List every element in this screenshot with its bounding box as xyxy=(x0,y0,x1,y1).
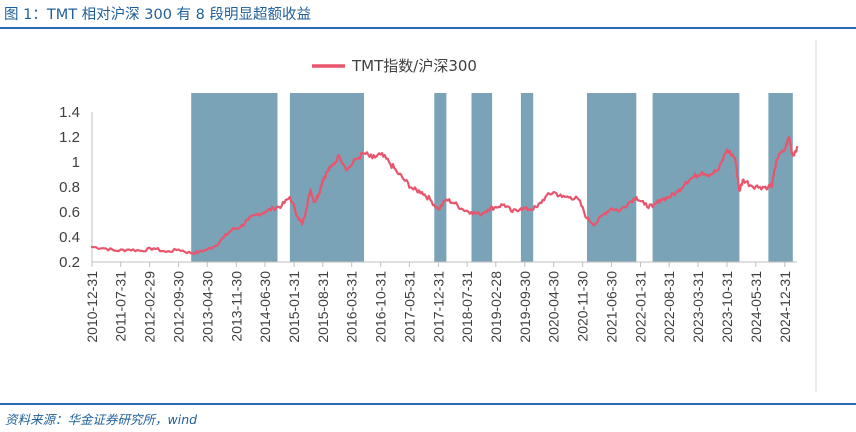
axes xyxy=(91,40,817,392)
highlight-bands xyxy=(191,93,793,262)
highlight-band-1 xyxy=(191,93,278,262)
x-tick-labels: 2010-12-31 2011-07-31 2012-02-29 2012-09-30… xyxy=(84,262,793,343)
bottom-rule xyxy=(0,403,856,405)
highlight-band-6 xyxy=(587,93,637,262)
y-tick-label: 0.4 xyxy=(59,229,80,246)
highlight-band-2 xyxy=(289,93,364,262)
x-tick-label: 2023-03-31 xyxy=(690,271,706,343)
x-tick-label: 2016-03-31 xyxy=(344,271,360,343)
x-tick-label: 2013-11-30 xyxy=(228,271,244,342)
x-tick-label: 2017-12-31 xyxy=(430,271,446,343)
top-rule xyxy=(0,27,856,29)
x-tick-label: 2019-02-28 xyxy=(488,271,504,343)
x-tick-label: 2023-10-31 xyxy=(719,271,735,343)
y-tick-label: 0.6 xyxy=(59,204,80,221)
x-tick-label: 2011-07-31 xyxy=(113,271,129,342)
x-tick-label: 2019-09-30 xyxy=(517,271,533,343)
x-tick-label: 2024-05-31 xyxy=(748,271,764,343)
y-tick-labels: 0.2 0.4 0.6 0.8 1 1.2 1.4 xyxy=(59,104,80,271)
x-tick-label: 2015-01-31 xyxy=(286,271,302,343)
legend: TMT指数/沪深300 xyxy=(312,57,477,75)
x-tick-label: 2021-06-30 xyxy=(603,271,619,343)
series-line-1 xyxy=(90,135,799,255)
x-tick-label: 2016-10-31 xyxy=(373,271,389,343)
x-tick-label: 2015-08-31 xyxy=(315,271,331,343)
x-tick-label: 2012-02-29 xyxy=(142,271,158,343)
x-tick-label: 2013-04-30 xyxy=(199,271,215,343)
x-tick-label: 2020-04-30 xyxy=(546,271,562,343)
legend-label: TMT指数/沪深300 xyxy=(351,57,477,75)
x-tick-label: 2020-11-30 xyxy=(575,271,591,342)
x-tick-label: 2022-01-31 xyxy=(633,271,649,343)
x-tick-label: 2024-12-31 xyxy=(777,271,793,343)
x-tick-label: 2012-09-30 xyxy=(171,271,187,343)
y-tick-label: 0.2 xyxy=(59,254,80,271)
y-tick-label: 1.2 xyxy=(59,129,80,146)
y-tick-label: 0.8 xyxy=(59,179,80,196)
x-tick-label: 2014-06-30 xyxy=(257,271,273,343)
series xyxy=(90,135,799,255)
source-note: 资料来源：华金证券研究所，wind xyxy=(5,412,198,427)
line-chart: 0.2 0.4 0.6 0.8 1 1.2 1.4 2010-12-31 2011-07-31… xyxy=(59,40,817,392)
highlight-band-3 xyxy=(434,93,447,262)
y-tick-label: 1.4 xyxy=(59,104,80,121)
x-tick-label: 2017-05-31 xyxy=(401,271,417,343)
x-tick-label: 2010-12-31 xyxy=(84,271,100,343)
x-tick-label: 2018-07-31 xyxy=(459,271,475,343)
highlight-band-5 xyxy=(520,93,534,262)
x-tick-label: 2022-08-31 xyxy=(661,271,677,343)
highlight-band-4 xyxy=(471,93,493,262)
y-tick-label: 1 xyxy=(72,154,80,171)
figure-title: 图 1：TMT 相对沪深 300 有 8 段明显超额收益 xyxy=(4,7,312,23)
